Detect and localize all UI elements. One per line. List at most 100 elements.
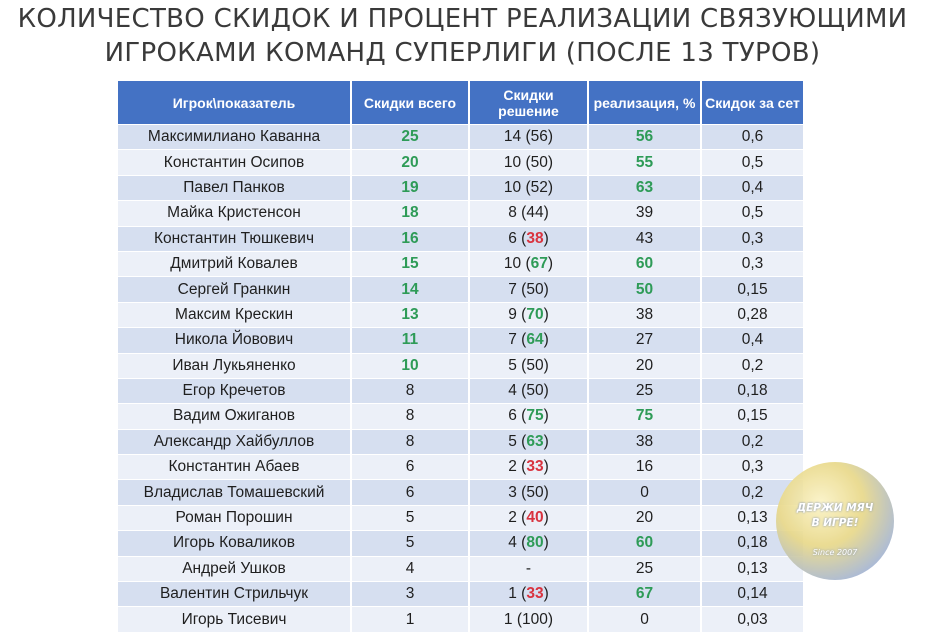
table-row: Павел Панков 19 10 (52) 63 0,4 [118,174,803,201]
cell-realization: 60 [588,250,702,277]
cell-per-set: 0,6 [701,123,803,150]
cell-per-set: 0,15 [701,403,803,430]
decision-percent: 80 [526,534,544,552]
decision-count: 3 [508,483,517,501]
cell-player: Майка Кристенсон [118,200,352,227]
table-row: Егор Кречетов 8 4 (50) 25 0,18 [118,377,803,404]
cell-player: Владислав Томашевский [118,479,352,506]
cell-total-sets: 16 [351,225,470,252]
cell-sets-decision: 5 (50) [469,352,589,379]
cell-sets-decision: 10 (67) [469,250,589,277]
cell-per-set: 0,3 [701,250,803,277]
decision-percent: 63 [526,432,544,450]
cell-per-set: 0,4 [701,174,803,201]
decision-percent: 50 [526,280,544,298]
table-row: Андрей Ушков 4 - 25 0,13 [118,555,803,582]
decision-count: 14 [503,128,522,146]
cell-total-sets: 19 [351,174,470,201]
cell-per-set: 0,28 [701,301,803,328]
cell-total-sets: 18 [351,200,470,227]
decision-count: 5 [508,356,517,374]
decision-count: 7 [508,331,517,349]
table-row: Александр Хайбуллов 8 5 (63) 38 0,2 [118,428,803,455]
table-row: Игорь Коваликов 5 4 (80) 60 0,18 [118,530,803,557]
cell-realization: 39 [588,200,702,227]
decision-percent: 75 [526,407,544,425]
decision-count: 7 [508,280,517,298]
cell-total-sets: 4 [351,555,470,582]
setters-stats-table: Игрок\показатель Скидки всего Скидки реш… [118,81,803,632]
cell-per-set: 0,18 [701,377,803,404]
decision-percent: 70 [526,305,544,323]
cell-per-set: 0,03 [701,606,803,632]
header-player: Игрок\показатель [118,81,352,125]
decision-count: 5 [508,432,517,450]
decision-percent: 44 [526,204,544,222]
decision-count: 6 [508,407,517,425]
cell-player: Павел Панков [118,174,352,201]
title-line-1: КОЛИЧЕСТВО СКИДОК И ПРОЦЕНТ РЕАЛИЗАЦИИ С… [17,4,908,34]
cell-per-set: 0,2 [701,352,803,379]
cell-total-sets: 10 [351,352,470,379]
decision-count: 4 [508,534,517,552]
header-sets-decision: Скидки решение [469,81,589,125]
decision-percent: 56 [530,128,548,146]
decision-count: 8 [508,204,517,222]
decision-percent: 50 [526,356,544,374]
header-per-set: Скидок за сет [701,81,803,125]
logo-line-1: ДЕРЖИ МЯЧ [796,502,874,514]
cell-total-sets: 20 [351,149,470,176]
cell-player: Константин Абаев [118,454,352,480]
cell-sets-decision: 4 (50) [469,377,589,404]
cell-total-sets: 3 [351,581,470,607]
cell-player: Дмитрий Ковалев [118,250,352,277]
cell-total-sets: 25 [351,123,470,150]
cell-sets-decision: 1 (100) [469,606,589,632]
cell-per-set: 0,4 [701,327,803,354]
table-row: Владислав Томашевский 6 3 (50) 0 0,2 [118,479,803,506]
table-row: Роман Порошин 5 2 (40) 20 0,13 [118,504,803,531]
cell-sets-decision: 2 (33) [469,454,589,480]
cell-sets-decision: 10 (52) [469,174,589,201]
table-row: Константин Тюшкевич 16 6 (38) 43 0,3 [118,225,803,252]
cell-sets-decision: 10 (50) [469,149,589,176]
cell-sets-decision: 6 (75) [469,403,589,430]
table-row: Вадим Ожиганов 8 6 (75) 75 0,15 [118,403,803,430]
cell-player: Валентин Стрильчук [118,581,352,607]
cell-total-sets: 8 [351,377,470,404]
cell-sets-decision: 9 (70) [469,301,589,328]
decision-percent: 50 [526,483,544,501]
cell-total-sets: 8 [351,428,470,455]
decision-count: 1 [503,610,513,628]
cell-realization: 43 [588,225,702,252]
cell-sets-decision: 7 (64) [469,327,589,354]
cell-player: Сергей Гранкин [118,276,352,303]
cell-per-set: 0,2 [701,428,803,455]
table-row: Максимилиано Каванна 25 14 (56) 56 0,6 [118,123,803,150]
cell-sets-decision: 14 (56) [469,123,589,150]
cell-player: Игорь Тисевич [118,606,352,632]
cell-total-sets: 5 [351,504,470,531]
table-row: Никола Йовович 11 7 (64) 27 0,4 [118,327,803,354]
cell-per-set: 0,13 [701,555,803,582]
cell-realization: 60 [588,530,702,557]
table-row: Иван Лукьяненко 10 5 (50) 20 0,2 [118,352,803,379]
cell-total-sets: 5 [351,530,470,557]
cell-sets-decision: 6 (38) [469,225,589,252]
decision-percent: 100 [522,610,548,628]
cell-realization: 25 [588,555,702,582]
header-total-sets: Скидки всего [351,81,470,125]
cell-realization: 27 [588,327,702,354]
cell-sets-decision: 7 (50) [469,276,589,303]
decision-count: - [525,559,532,577]
decision-percent: 33 [526,458,544,476]
decision-percent: 40 [526,509,544,527]
cell-total-sets: 13 [351,301,470,328]
cell-total-sets: 14 [351,276,470,303]
decision-count: 4 [508,382,517,400]
cell-per-set: 0,5 [701,200,803,227]
table-row: Константин Абаев 6 2 (33) 16 0,3 [118,454,803,480]
table-body: Максимилиано Каванна 25 14 (56) 56 0,6 Конста… [118,123,803,632]
table-row: Константин Осипов 20 10 (50) 55 0,5 [118,149,803,176]
cell-sets-decision: 8 (44) [469,200,589,227]
